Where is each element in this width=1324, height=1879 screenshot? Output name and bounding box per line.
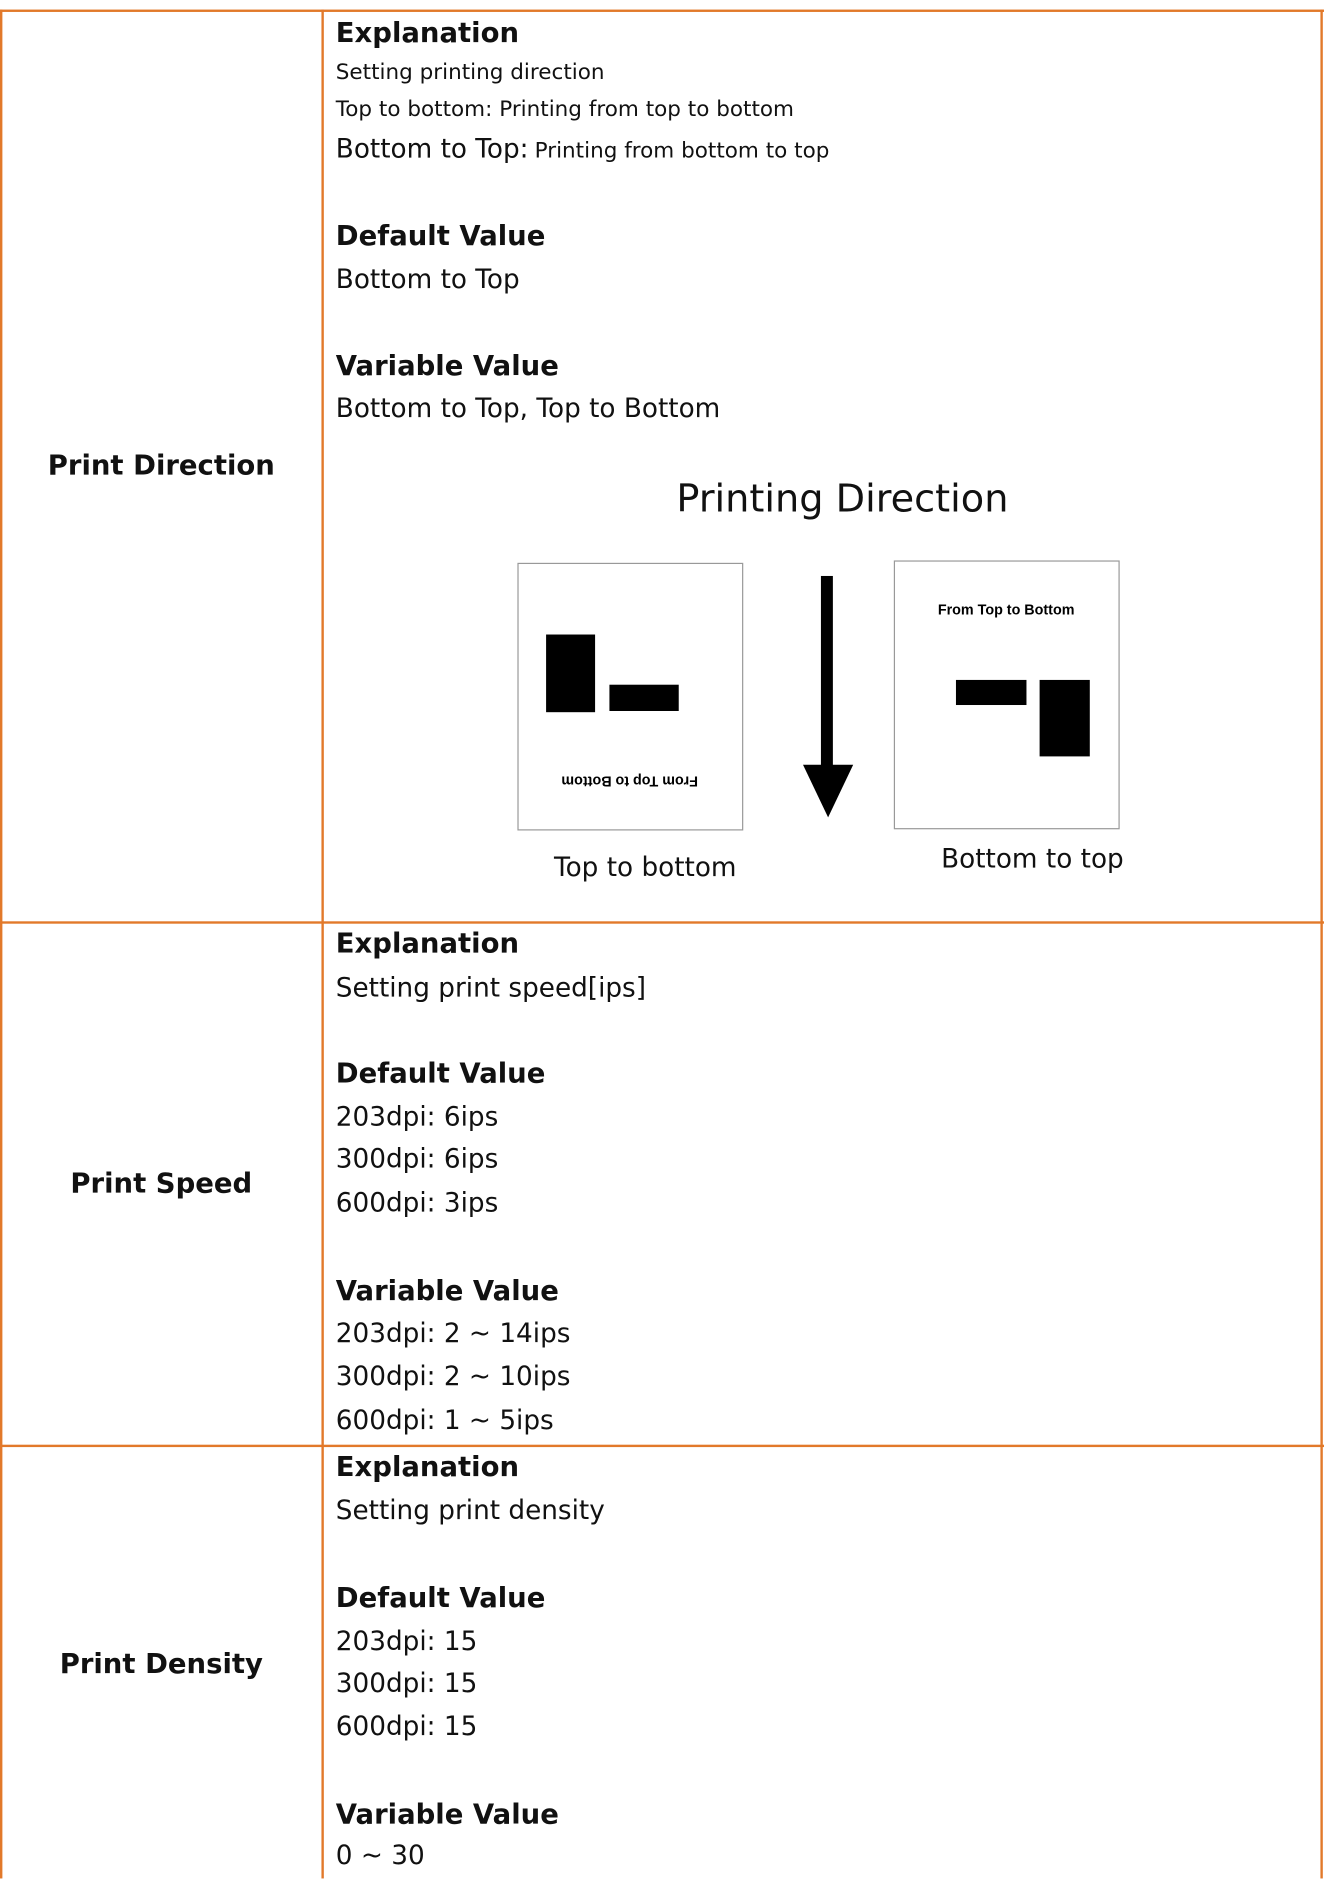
text: 600dpi: 3ips <box>335 1188 499 1219</box>
text: Setting printing direction <box>335 59 605 85</box>
row-label: Print Density <box>59 1649 263 1681</box>
heading: Explanation <box>335 1451 520 1483</box>
text: 0 ~ 30 <box>335 1841 425 1872</box>
text: 600dpi: 15 <box>335 1712 478 1743</box>
border <box>0 1444 1324 1448</box>
border <box>0 9 3 1879</box>
heading: Default Value <box>335 221 546 253</box>
caption: Bottom to top <box>941 844 1124 875</box>
image-text: From Top to Bottom <box>561 773 698 789</box>
text: Bottom to Top: <box>335 135 529 165</box>
border <box>0 9 1324 12</box>
caption: Top to bottom <box>553 853 737 884</box>
text: 203dpi: 15 <box>335 1627 478 1658</box>
text: Bottom to Top <box>335 265 520 296</box>
image-text: From Top to Bottom <box>938 602 1075 618</box>
text: Printing from bottom to top <box>534 138 830 164</box>
block <box>609 684 679 711</box>
block <box>546 634 596 713</box>
arrow-head <box>803 764 854 818</box>
block <box>1039 679 1090 757</box>
text: Setting print speed[ips] <box>335 973 647 1004</box>
text: 203dpi: 6ips <box>335 1102 499 1133</box>
text: 203dpi: 2 ~ 14ips <box>335 1319 571 1350</box>
heading: Explanation <box>335 17 520 49</box>
text: Top to bottom: Printing from top to bott… <box>335 96 795 122</box>
border <box>1320 9 1323 1879</box>
text-line: Bottom to Top: Printing from bottom to t… <box>336 129 830 172</box>
diagram: From Top to Bottom From Top to Bottom <box>517 560 1120 831</box>
text: 600dpi: 1 ~ 5ips <box>335 1406 554 1437</box>
text: Bottom to Top, Top to Bottom <box>335 394 721 425</box>
heading: Variable Value <box>335 1276 559 1308</box>
heading: Variable Value <box>335 351 559 383</box>
text: 300dpi: 2 ~ 10ips <box>335 1362 571 1393</box>
heading: Default Value <box>335 1583 546 1615</box>
heading: Variable Value <box>335 1799 559 1831</box>
block <box>955 679 1027 706</box>
row-label: Print Speed <box>70 1168 253 1200</box>
text: 300dpi: 15 <box>335 1669 478 1700</box>
text: Setting print density <box>335 1496 605 1526</box>
border <box>0 921 1324 924</box>
row-label: Print Direction <box>47 450 275 482</box>
border <box>321 9 324 1879</box>
heading: Explanation <box>335 928 520 960</box>
text: 300dpi: 6ips <box>335 1144 499 1175</box>
arrow <box>820 575 833 768</box>
heading: Default Value <box>335 1058 546 1090</box>
diagram-title: Printing Direction <box>676 475 1009 521</box>
